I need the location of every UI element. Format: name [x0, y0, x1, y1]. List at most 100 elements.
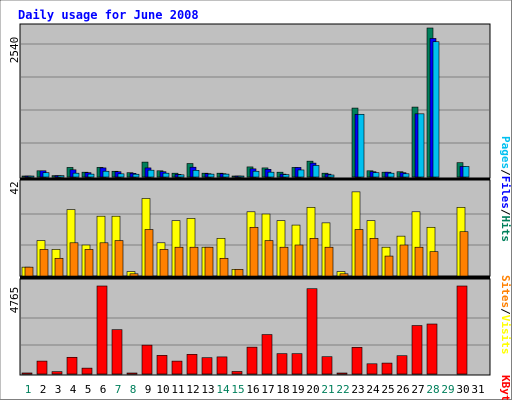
day-label: 27: [411, 383, 424, 396]
bottom-bar-kbytes: [171, 360, 183, 375]
day-label: 16: [246, 383, 259, 396]
middle-bar-sites: [324, 246, 334, 277]
bottom-bar-kbytes: [291, 353, 303, 375]
panel-separator-bottom: [20, 276, 490, 279]
hits-panel: [19, 23, 491, 179]
middle-bar-sites: [339, 273, 349, 277]
bottom-bar-kbytes: [51, 371, 63, 375]
middle-bar-sites: [129, 273, 139, 277]
bottom-bar-kbytes: [246, 346, 258, 375]
middle-bar-sites: [399, 244, 409, 277]
day-label: 17: [261, 383, 274, 396]
day-label: 8: [130, 383, 137, 396]
middle-bar-sites: [204, 246, 214, 277]
day-label: 18: [276, 383, 289, 396]
day-label: 21: [321, 383, 334, 396]
top-bar-pages: [87, 173, 95, 178]
top-bar-pages: [177, 174, 185, 178]
bottom-bar-kbytes: [231, 371, 243, 375]
visits-legend: Sites/Visits: [499, 275, 512, 355]
day-label: 22: [336, 383, 349, 396]
day-label: 30: [456, 383, 469, 396]
top-bar-pages: [132, 173, 140, 178]
day-label: 7: [115, 383, 122, 396]
middle-bar-sites: [459, 231, 469, 277]
top-bar-pages: [252, 170, 260, 178]
top-bar-pages: [72, 172, 80, 178]
visits-bars: [21, 191, 469, 277]
bottom-bar-kbytes: [351, 347, 363, 375]
bottom-bar-kbytes: [111, 329, 123, 375]
legend-pages: Pages: [499, 136, 512, 169]
day-labels: 1 2 3 4 5 6 7 8 9 10 11 12 13 14 15 16 17 18 19 20 21 22 23 24 2…: [25, 383, 485, 396]
top-bar-pages: [402, 173, 410, 178]
bottom-bar-kbytes: [21, 372, 33, 375]
middle-bar-sites: [264, 240, 274, 277]
day-label: 6: [100, 383, 107, 396]
middle-bar-sites: [234, 269, 244, 277]
bottom-bar-kbytes: [66, 356, 78, 375]
day-label: 19: [291, 383, 304, 396]
middle-bar-sites: [54, 257, 64, 277]
top-bar-pages: [162, 172, 170, 178]
top-bar-pages: [462, 166, 470, 178]
top-bar-pages: [222, 173, 230, 178]
bottom-bar-kbytes: [126, 372, 138, 375]
bottom-bar-kbytes: [186, 354, 198, 375]
middle-bar-sites: [249, 226, 259, 277]
bottom-bar-kbytes: [306, 288, 318, 375]
day-label: 25: [381, 383, 394, 396]
top-bar-pages: [192, 170, 200, 178]
middle-bar-sites: [69, 242, 79, 277]
bottom-bar-kbytes: [381, 362, 393, 375]
day-label: 10: [156, 383, 169, 396]
top-bar-pages: [282, 174, 290, 178]
top-bar-pages: [42, 172, 50, 178]
bottom-bar-kbytes: [396, 355, 408, 375]
hits-max-label: 2540: [8, 37, 21, 64]
top-bar-pages: [147, 169, 155, 178]
top-bar-pages: [327, 174, 335, 178]
middle-bar-sites: [219, 257, 229, 277]
legend-sep-1: /: [499, 169, 512, 176]
top-bar-pages: [372, 172, 380, 178]
day-label: 20: [306, 383, 319, 396]
middle-bar-sites: [429, 251, 439, 277]
legend-hits: Hits: [499, 216, 512, 243]
top-bar-pages: [387, 172, 395, 178]
bottom-bar-kbytes: [411, 325, 423, 375]
top-bar-pages: [27, 175, 35, 178]
legend-sep-2: /: [499, 209, 512, 216]
bottom-bar-kbytes: [321, 356, 333, 375]
middle-bar-sites: [84, 249, 94, 277]
middle-bar-sites: [354, 229, 364, 277]
top-bar-pages: [57, 175, 65, 178]
hits-legend: Pages/Files/Hits: [499, 136, 512, 242]
legend-visits: Visits: [499, 315, 512, 355]
bottom-bar-kbytes: [426, 323, 438, 375]
top-bar-pages: [357, 113, 365, 178]
day-label: 12: [186, 383, 199, 396]
day-label: 2: [40, 383, 47, 396]
day-label: 4: [70, 383, 77, 396]
middle-bar-sites: [309, 238, 319, 277]
kbytes-legend: KBytes: [499, 375, 512, 400]
legend-files: Files: [499, 176, 512, 209]
top-bar-pages: [297, 169, 305, 178]
middle-bar-sites: [114, 240, 124, 277]
chart-title: Daily usage for June 2008: [18, 8, 199, 22]
bottom-bar-kbytes: [336, 372, 348, 375]
hits-bars: [21, 27, 470, 178]
bottom-bar-kbytes: [96, 285, 108, 375]
bottom-bar-kbytes: [216, 356, 228, 375]
top-bar-pages: [207, 173, 215, 178]
day-label: 31: [471, 383, 484, 396]
legend-sep-3: /: [499, 308, 512, 315]
middle-bar-sites: [279, 246, 289, 277]
day-label: 23: [351, 383, 364, 396]
day-label: 13: [201, 383, 214, 396]
middle-bar-sites: [189, 246, 199, 277]
top-bar-pages: [432, 41, 440, 178]
day-label: 1: [25, 383, 32, 396]
